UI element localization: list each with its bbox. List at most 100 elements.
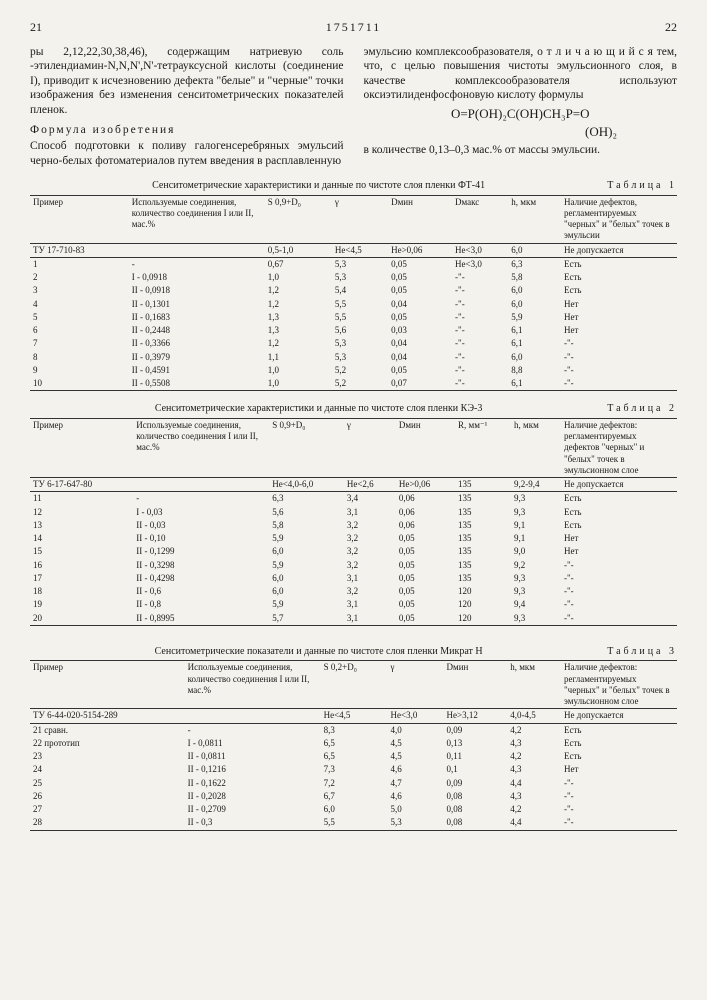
table-cell: 4,6 (388, 790, 444, 803)
table-cell: Не>0,06 (388, 243, 452, 257)
table-cell: 12 (30, 506, 133, 519)
table-header: Пример (30, 418, 133, 477)
table-cell: 135 (455, 519, 511, 532)
table3-caption: Сенситометрические показатели и данные п… (30, 646, 607, 659)
table-cell: 9,1 (511, 532, 561, 545)
table-cell: 1,0 (265, 271, 332, 284)
table-cell: II - 0,3 (185, 816, 321, 830)
table-cell: II - 0,5508 (129, 377, 265, 391)
table-cell: 2 (30, 271, 129, 284)
table-cell: II - 0,3366 (129, 337, 265, 350)
table-cell: -"- (561, 585, 677, 598)
table-row: 2I - 0,09181,05,30,05-"-5,8Есть (30, 271, 677, 284)
table-cell: 3,2 (344, 545, 396, 558)
table-cell: ТУ 6-17-647-80 (30, 478, 133, 492)
table-cell: 18 (30, 585, 133, 598)
table-cell: 4,4 (507, 816, 561, 830)
table-cell: II - 0,1299 (133, 545, 269, 558)
table-cell: 14 (30, 532, 133, 545)
page-center: 1751711 (326, 20, 382, 35)
table-cell: 9,2 (511, 559, 561, 572)
formula-title: Формула изобретения (30, 123, 344, 137)
page-left: 21 (30, 20, 42, 35)
table-header: Dмин (388, 195, 452, 243)
table-row: 19II - 0,85,93,10,051209,4-"- (30, 598, 677, 611)
table-cell: 5 (30, 311, 129, 324)
table-cell: 5,9 (269, 559, 344, 572)
table-cell: 1,2 (265, 284, 332, 297)
table-cell: 28 (30, 816, 185, 830)
table-cell: 0,04 (388, 351, 452, 364)
table-cell: 9,3 (511, 612, 561, 626)
table-cell: 3,2 (344, 519, 396, 532)
table-cell: 0,5-1,0 (265, 243, 332, 257)
table-cell: Есть (561, 750, 677, 763)
table-cell: Не<4,5 (321, 709, 388, 723)
table-cell: 9,4 (511, 598, 561, 611)
table-cell: 0,04 (388, 337, 452, 350)
table-cell: II - 0,4298 (133, 572, 269, 585)
table-cell: 5,4 (332, 284, 388, 297)
table-header: Наличие дефектов: регламентируемых "черн… (561, 661, 677, 709)
table-cell: 6,0 (321, 803, 388, 816)
table-cell: 0,05 (388, 271, 452, 284)
table-row: ТУ 17-710-830,5-1,0Не<4,5Не>0,06Не<3,06,… (30, 243, 677, 257)
table-cell: Есть (561, 506, 677, 519)
table-row: 12I - 0,035,63,10,061359,3Есть (30, 506, 677, 519)
table-cell: -"- (561, 337, 677, 350)
table-cell: I - 0,0811 (185, 737, 321, 750)
table-row: 10II - 0,55081,05,20,07-"-6,1-"- (30, 377, 677, 391)
table-cell: 5,6 (269, 506, 344, 519)
table-cell: 0,05 (396, 532, 455, 545)
table-cell: 0,05 (396, 545, 455, 558)
table-cell: 9,3 (511, 572, 561, 585)
table-row: 18II - 0,66,03,20,051209,3-"- (30, 585, 677, 598)
table-cell: Нет (561, 545, 677, 558)
table-cell: 5,9 (269, 598, 344, 611)
table-cell: 6,5 (321, 737, 388, 750)
table-row: 25II - 0,16227,24,70,094,4-"- (30, 777, 677, 790)
table-cell: Не<2,6 (344, 478, 396, 492)
table-cell: II - 0,1683 (129, 311, 265, 324)
table-cell: 7,3 (321, 763, 388, 776)
table-row: 5II - 0,16831,35,50,05-"-5,9Нет (30, 311, 677, 324)
table-cell: Не<3,0 (452, 243, 508, 257)
table-cell: 5,3 (388, 816, 444, 830)
table1-label: Таблица 1 (607, 180, 677, 193)
table-cell: 6,0 (508, 351, 561, 364)
table-cell: 7,2 (321, 777, 388, 790)
table-cell: 0,11 (444, 750, 508, 763)
table-cell: 9,3 (511, 585, 561, 598)
table-cell: -"- (561, 612, 677, 626)
table-cell: II - 0,2028 (185, 790, 321, 803)
table-header: S 0,9+D₀ (265, 195, 332, 243)
table-cell: Не<4,0-6,0 (269, 478, 344, 492)
right-p1: эмульсию комплексообразователя, о т л и … (364, 46, 678, 101)
table-cell: II - 0,6 (133, 585, 269, 598)
table-cell: 6,0 (269, 585, 344, 598)
table-row: 21 сравн.-8,34,00,094,2Есть (30, 723, 677, 737)
table-row: 22 прототипI - 0,08116,54,50,134,3Есть (30, 737, 677, 750)
table-header: Пример (30, 195, 129, 243)
table-cell: 21 сравн. (30, 723, 185, 737)
table-cell: 4,0 (388, 723, 444, 737)
table-cell: 4 (30, 298, 129, 311)
table-cell: 0,05 (396, 612, 455, 626)
table-cell: 26 (30, 790, 185, 803)
table-cell: 1,2 (265, 298, 332, 311)
table-cell: - (129, 257, 265, 271)
table-cell: 11 (30, 492, 133, 506)
table-cell: 4,2 (507, 803, 561, 816)
table-cell: 4,6 (388, 763, 444, 776)
table-cell: Нет (561, 298, 677, 311)
table-cell: 6,7 (321, 790, 388, 803)
table-cell: ТУ 17-710-83 (30, 243, 129, 257)
table-cell: 6,0 (508, 298, 561, 311)
table-row: 15II - 0,12996,03,20,051359,0Нет (30, 545, 677, 558)
table-cell: 0,03 (388, 324, 452, 337)
table-cell: -"- (452, 298, 508, 311)
table-cell: 1,0 (265, 377, 332, 391)
table-cell: -"- (561, 598, 677, 611)
table-cell: 3,1 (344, 506, 396, 519)
table-cell: 135 (455, 572, 511, 585)
